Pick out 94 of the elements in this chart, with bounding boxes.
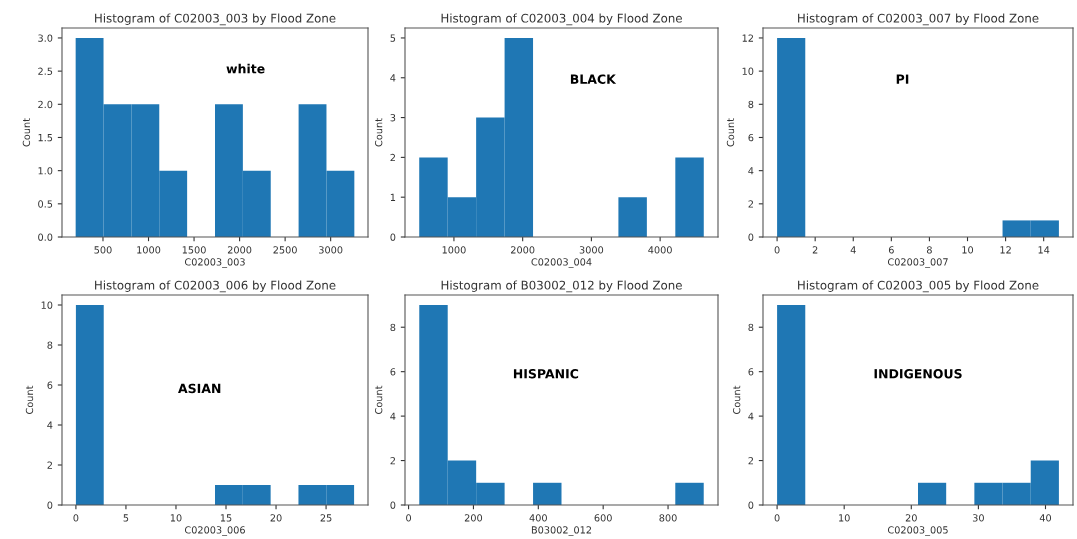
y-tick-label: 8 [390, 323, 396, 332]
annotation: INDIGENOUS [874, 368, 962, 379]
x-axis-title: C02003_005 [887, 526, 948, 536]
y-tick-label: 4 [390, 74, 396, 82]
x-tick-label: 0 [774, 246, 780, 254]
x-tick-label: 200 [464, 514, 483, 522]
y-tick-label: 6 [47, 381, 53, 389]
y-tick-label: 2 [748, 200, 753, 208]
x-tick-label: 40 [1039, 514, 1052, 522]
y-tick-label: 6 [748, 133, 754, 142]
annotation: BLACK [570, 74, 617, 84]
y-tick-label: 4 [390, 412, 396, 420]
x-tick-label: 1000 [137, 246, 161, 254]
y-tick-label: 2 [748, 457, 753, 465]
y-tick-label: 0 [47, 501, 53, 509]
x-axis-title: C02003_003 [184, 258, 245, 268]
y-tick-label: 2 [390, 457, 395, 465]
x-tick-label: 1000 [442, 246, 466, 254]
x-tick-label: 2000 [511, 246, 535, 254]
x-tick-label: 3000 [579, 246, 604, 254]
y-tick-label: 4 [47, 421, 53, 429]
y-tick-label: 4 [748, 167, 754, 175]
y-tick-label: 10 [41, 301, 53, 309]
annotation: white [226, 63, 265, 74]
y-axis-title: Count [22, 118, 31, 147]
y-tick-label: 2.5 [38, 67, 53, 75]
x-tick-label: 10 [962, 246, 974, 254]
x-axis-title: C02003_004 [531, 258, 592, 268]
x-tick-label: 2 [812, 246, 818, 254]
y-tick-label: 2.0 [38, 100, 53, 109]
y-axis-title: Count [732, 385, 741, 414]
annotation: HISPANIC [513, 368, 579, 379]
x-tick-label: 30 [972, 514, 984, 522]
chart-title: Histogram of C02003_006 by Flood Zone [95, 280, 336, 293]
y-axis-title: Count [374, 118, 383, 147]
y-tick-label: 8 [748, 323, 754, 332]
y-tick-label: 2 [390, 153, 395, 162]
x-axis-title: C02003_006 [184, 526, 245, 536]
x-tick-label: 3000 [319, 246, 343, 254]
y-tick-label: 0 [390, 233, 396, 241]
x-tick-label: 4 [850, 246, 856, 254]
y-axis-title: Count [726, 118, 735, 147]
y-tick-label: 8 [47, 341, 53, 349]
y-tick-label: 2 [47, 461, 52, 469]
x-tick-label: 8 [926, 246, 932, 254]
y-tick-label: 0.5 [38, 200, 53, 208]
x-tick-label: 0 [406, 514, 412, 522]
x-tick-label: 0 [774, 514, 780, 522]
x-tick-label: 14 [1038, 246, 1050, 254]
x-tick-label: 2000 [227, 246, 252, 254]
chart-title: Histogram of B03002_012 by Flood Zone [441, 280, 682, 293]
annotation: ASIAN [178, 383, 221, 394]
x-axis-title: B03002_012 [531, 526, 592, 536]
x-tick-label: 20 [270, 514, 282, 522]
x-tick-label: 12 [1000, 246, 1011, 254]
y-tick-label: 1.0 [38, 167, 53, 175]
x-tick-label: 2500 [273, 246, 297, 254]
x-tick-label: 5 [123, 514, 129, 522]
x-tick-label: 500 [94, 246, 112, 254]
y-axis-title: Count [374, 385, 383, 414]
x-tick-label: 400 [529, 514, 547, 522]
y-tick-label: 1 [390, 193, 396, 201]
x-tick-label: 1500 [182, 246, 206, 254]
x-tick-label: 800 [659, 514, 677, 522]
chart-title: Histogram of C02003_004 by Flood Zone [441, 13, 682, 26]
x-tick-label: 6 [888, 246, 894, 254]
x-tick-label: 25 [320, 514, 332, 522]
y-tick-label: 8 [748, 100, 754, 109]
chart-title: Histogram of C02003_005 by Flood Zone [798, 280, 1039, 293]
y-tick-label: 1.5 [38, 134, 53, 142]
x-tick-label: 10 [170, 514, 182, 522]
y-tick-label: 3 [390, 114, 396, 122]
y-tick-label: 5 [390, 34, 396, 42]
y-tick-label: 0 [390, 501, 396, 509]
annotation: PI [896, 74, 909, 84]
x-tick-label: 600 [594, 514, 612, 522]
y-axis-title: Count [25, 385, 34, 414]
x-tick-label: 20 [905, 514, 917, 522]
y-tick-label: 6 [748, 368, 754, 376]
x-tick-label: 0 [73, 514, 79, 522]
y-tick-label: 0 [748, 501, 754, 509]
x-tick-label: 10 [839, 514, 850, 522]
y-tick-label: 6 [390, 368, 396, 376]
y-tick-label: 0.0 [38, 233, 53, 241]
x-axis-title: C02003_007 [887, 258, 948, 268]
y-tick-label: 0 [748, 233, 754, 241]
x-tick-label: 15 [220, 514, 232, 522]
chart-title: Histogram of C02003_007 by Flood Zone [798, 13, 1039, 26]
y-tick-label: 12 [742, 34, 753, 42]
y-tick-label: 4 [748, 412, 754, 420]
chart-title: Histogram of C02003_003 by Flood Zone [95, 13, 336, 26]
y-tick-label: 10 [742, 67, 754, 75]
y-tick-label: 3.0 [38, 34, 53, 42]
x-tick-label: 4000 [648, 246, 672, 254]
